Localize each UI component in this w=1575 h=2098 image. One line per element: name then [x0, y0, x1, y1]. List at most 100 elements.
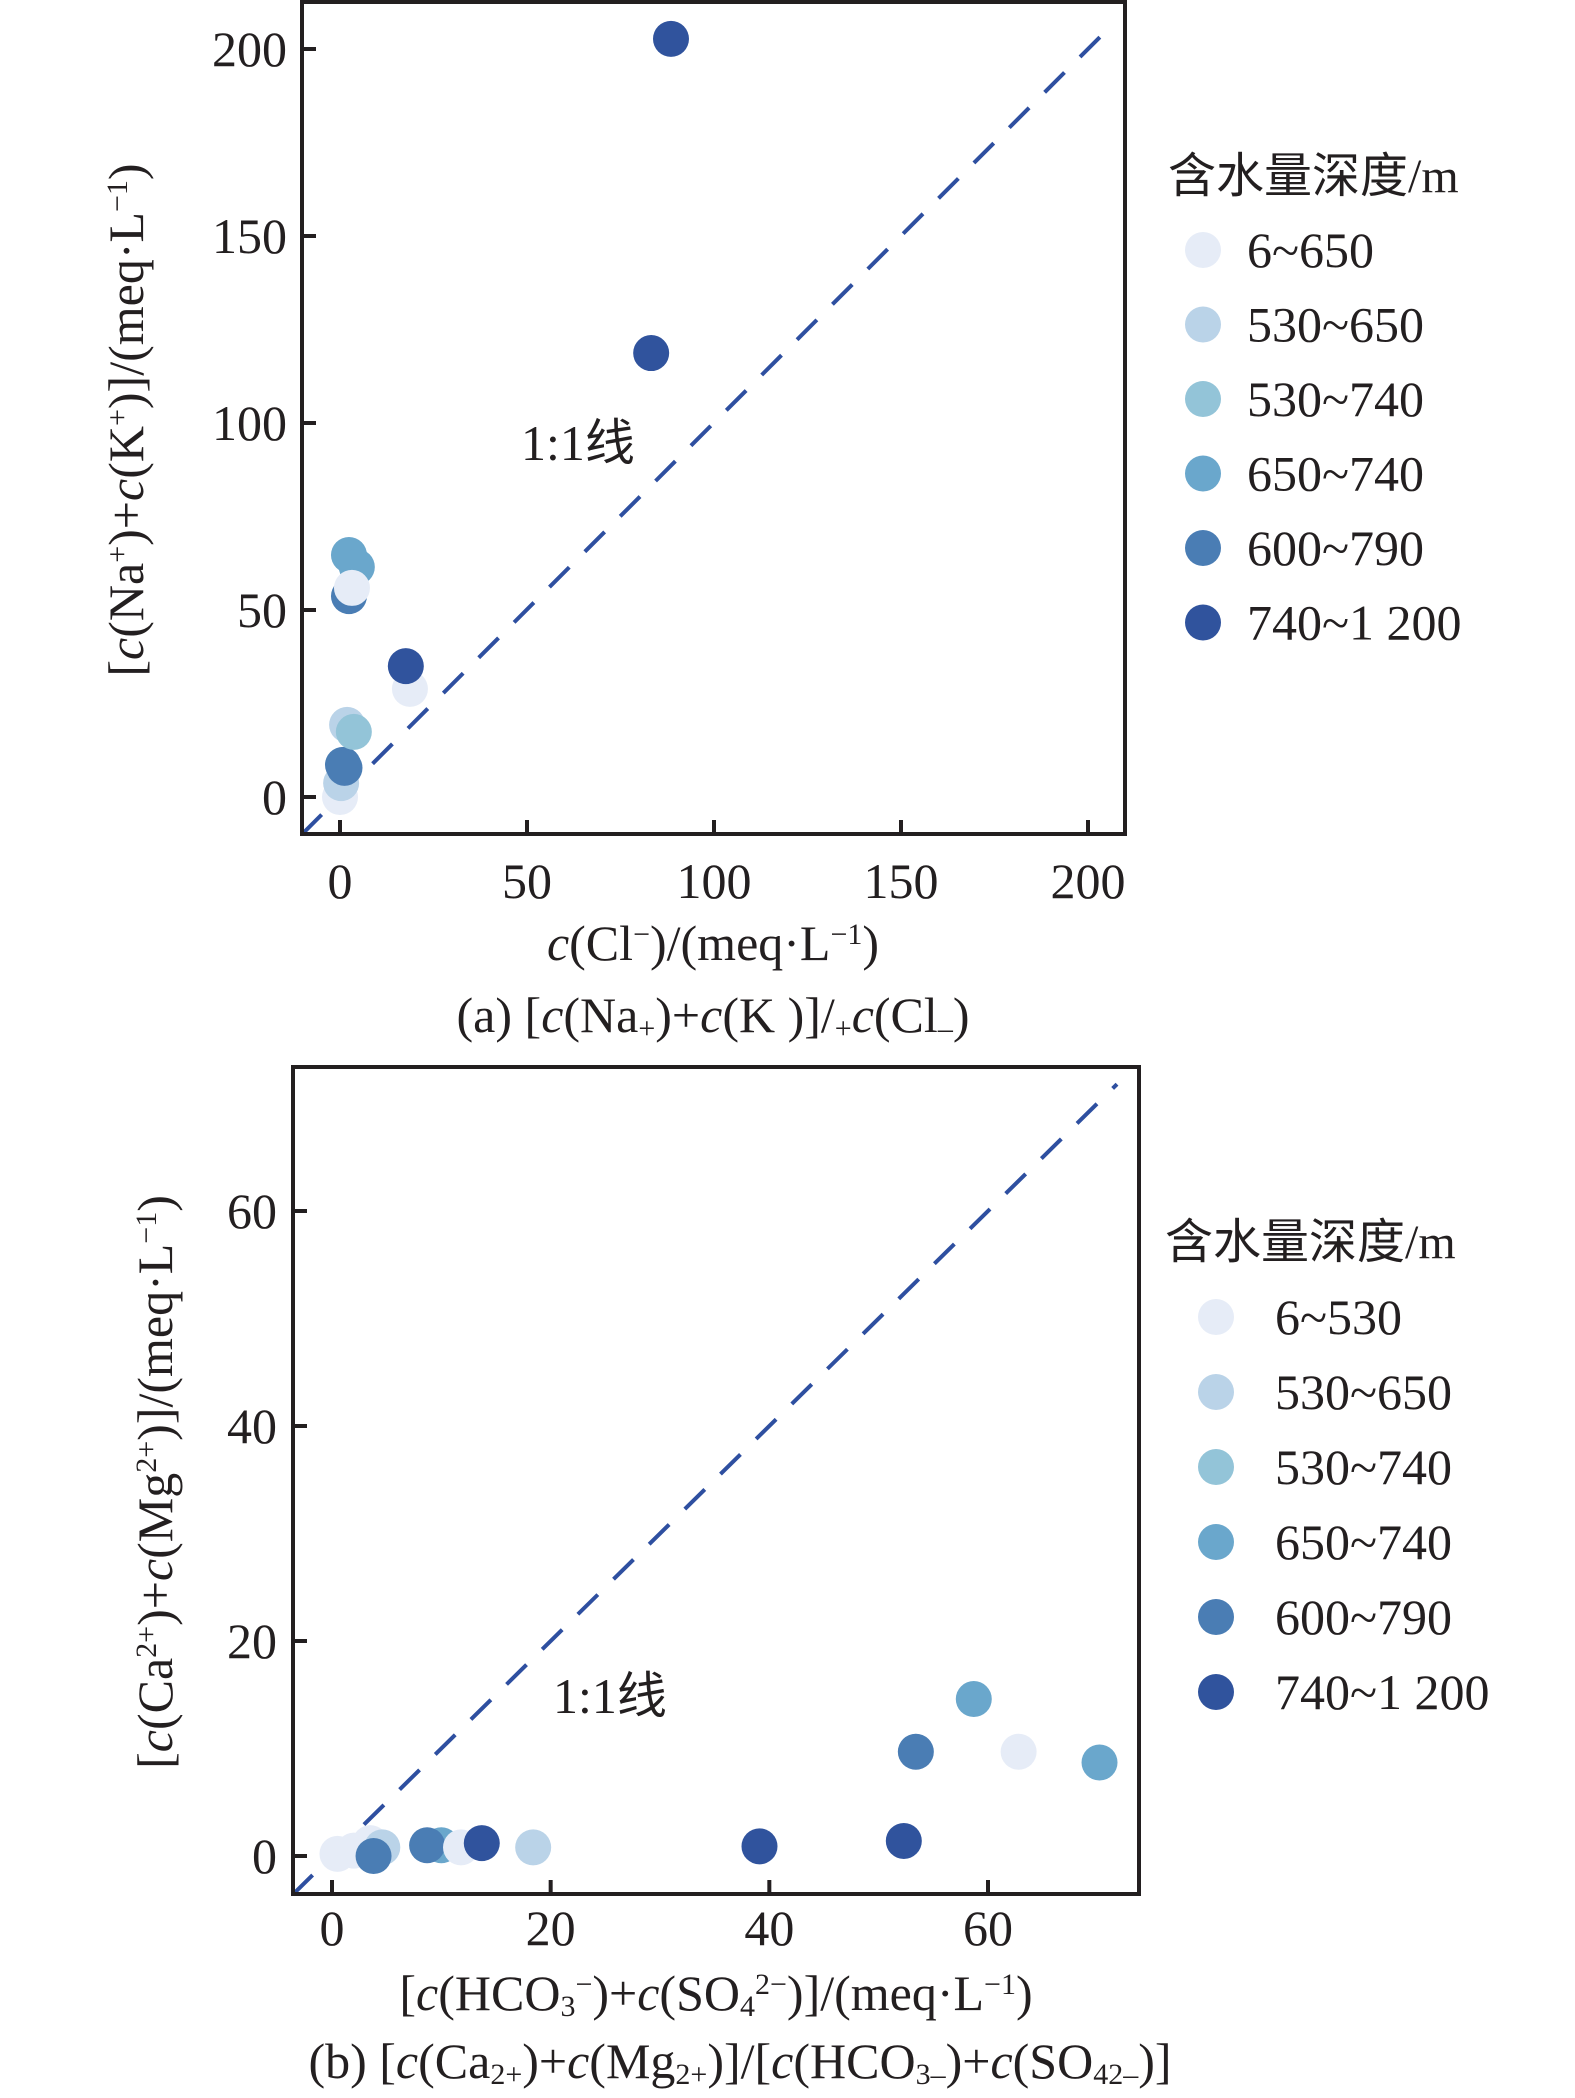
label-segment: c [547, 915, 569, 971]
plot-frame-b [291, 1065, 1141, 1896]
y-axis-label-a: [c(Na+)+c(K+)]/(meq·L−1) [98, 163, 154, 676]
label-segment: [ [127, 1752, 183, 1769]
legend-marker-icon [1185, 232, 1221, 268]
x-tick-label: 100 [677, 853, 752, 909]
data-point [633, 335, 670, 372]
data-point [463, 1825, 500, 1862]
y-tick-label: 150 [212, 208, 287, 264]
label-segment: −1 [101, 180, 134, 212]
label-segment: 4 [740, 1990, 755, 2023]
data-point [955, 1681, 992, 1718]
y-tick-label: 200 [212, 21, 287, 77]
x-tick-label: 50 [502, 853, 552, 909]
label-segment: (a) [ [457, 987, 542, 1043]
label-segment: )+ [592, 1965, 637, 2021]
data-point [897, 1733, 934, 1770]
data-point [515, 1829, 552, 1866]
label-segment: + [101, 409, 134, 426]
x-ticks-a: 0 50 100 150 200 [328, 820, 1126, 909]
label-segment: – [937, 1012, 954, 1045]
y-tick-label: 20 [227, 1613, 277, 1669]
label-segment: (HCO [793, 2033, 915, 2089]
one-to-one-label-a: 1:1线 [521, 415, 635, 471]
legend-label: 530~650 [1275, 1364, 1452, 1420]
label-segment: 2− [755, 1968, 787, 2001]
legend-label: 740~1 200 [1247, 595, 1462, 651]
legend-label: 650~740 [1275, 1514, 1452, 1570]
label-segment: c [637, 1965, 659, 2021]
y-tick-label: 40 [227, 1398, 277, 1454]
label-segment: (HCO [438, 1965, 560, 2021]
label-segment: 2+ [675, 2058, 707, 2091]
label-segment: c [416, 1965, 438, 2021]
label-segment: (b) [ [308, 2033, 395, 2089]
legend-marker-icon [1198, 1674, 1234, 1710]
x-tick-label: 150 [864, 853, 939, 909]
legend-label: 530~650 [1247, 297, 1424, 353]
data-point [355, 1838, 392, 1874]
label-segment: 2+ [490, 2058, 522, 2091]
label-segment: c [98, 479, 154, 501]
data-point [409, 1827, 446, 1864]
data-point [741, 1828, 778, 1865]
legend-marker-icon [1198, 1524, 1234, 1560]
label-segment: ) [1016, 1965, 1033, 2021]
label-segment: (K )]/ [722, 987, 835, 1043]
label-segment: )]/[ [707, 2033, 771, 2089]
x-tick-label: 40 [744, 1900, 794, 1956]
data-point [326, 749, 363, 786]
one-to-one-line-a [300, 28, 1109, 836]
legend-marker-icon [1198, 1374, 1234, 1410]
x-tick-label: 60 [963, 1900, 1013, 1956]
legend-marker-icon [1198, 1299, 1234, 1335]
label-segment: (K [98, 426, 154, 479]
label-segment: ) [953, 987, 970, 1043]
legend-a: 含水量深度/m 6~650 530~650 530~740 650~740 600~79… [1168, 150, 1462, 651]
y-axis-label-b: [c(Ca2+)+c(Mg2+)]/(meq·L−1) [127, 1195, 183, 1769]
x-tick-label: 20 [526, 1900, 576, 1956]
legend-item: 530~650 [1185, 297, 1424, 353]
legend-marker-icon [1185, 306, 1221, 343]
legend-label: 530~740 [1275, 1439, 1452, 1495]
label-segment: c [541, 987, 563, 1043]
legend-label: 650~740 [1247, 446, 1424, 502]
label-segment: )+ [655, 987, 700, 1043]
x-tick-label: 0 [328, 853, 353, 909]
label-segment: 3 [560, 1990, 575, 2023]
label-segment: + [101, 546, 134, 563]
label-segment: c [990, 2033, 1012, 2089]
data-point [333, 569, 370, 606]
data-point [1000, 1733, 1037, 1770]
label-segment: (Cl [569, 915, 633, 971]
label-segment: ) [127, 1195, 183, 1212]
legend-title-b: 含水量深度/m [1165, 1216, 1456, 1269]
label-segment: )]/(meq·L [787, 1965, 984, 2021]
label-segment: − [575, 1968, 592, 2001]
y-tick-label: 60 [227, 1183, 277, 1239]
legend-item: 650~740 [1198, 1514, 1452, 1570]
one-to-one-line-b [291, 1082, 1119, 1897]
legend-item: 530~650 [1198, 1364, 1452, 1420]
label-segment: ) [862, 915, 879, 971]
label-segment: (Na [563, 987, 638, 1043]
legend-title-a: 含水量深度/m [1168, 150, 1459, 203]
legend-label: 600~790 [1247, 520, 1424, 576]
label-segment: c [567, 2033, 589, 2089]
x-axis-label-a: c(Cl−)/(meq·L−1) [547, 915, 879, 971]
caption-b: (b) [c(Ca2+)+c(Mg2+)]/[c(HCO3–)+c(SO42–)… [308, 2033, 1171, 2091]
label-segment: (SO [1013, 2033, 1094, 2089]
label-segment: (Ca [127, 1658, 183, 1730]
data-point [885, 1822, 922, 1859]
label-segment: + [638, 1012, 655, 1045]
label-segment: )+ [98, 501, 154, 546]
legend-marker-icon [1198, 1599, 1234, 1635]
label-segment: (Ca [418, 2033, 490, 2089]
label-segment: (Na [98, 563, 154, 638]
y-tick-label: 50 [237, 582, 287, 638]
label-segment: )] [1138, 2033, 1171, 2089]
label-segment: (Mg [589, 2033, 675, 2089]
data-point [652, 20, 689, 57]
label-segment: c [127, 1730, 183, 1752]
